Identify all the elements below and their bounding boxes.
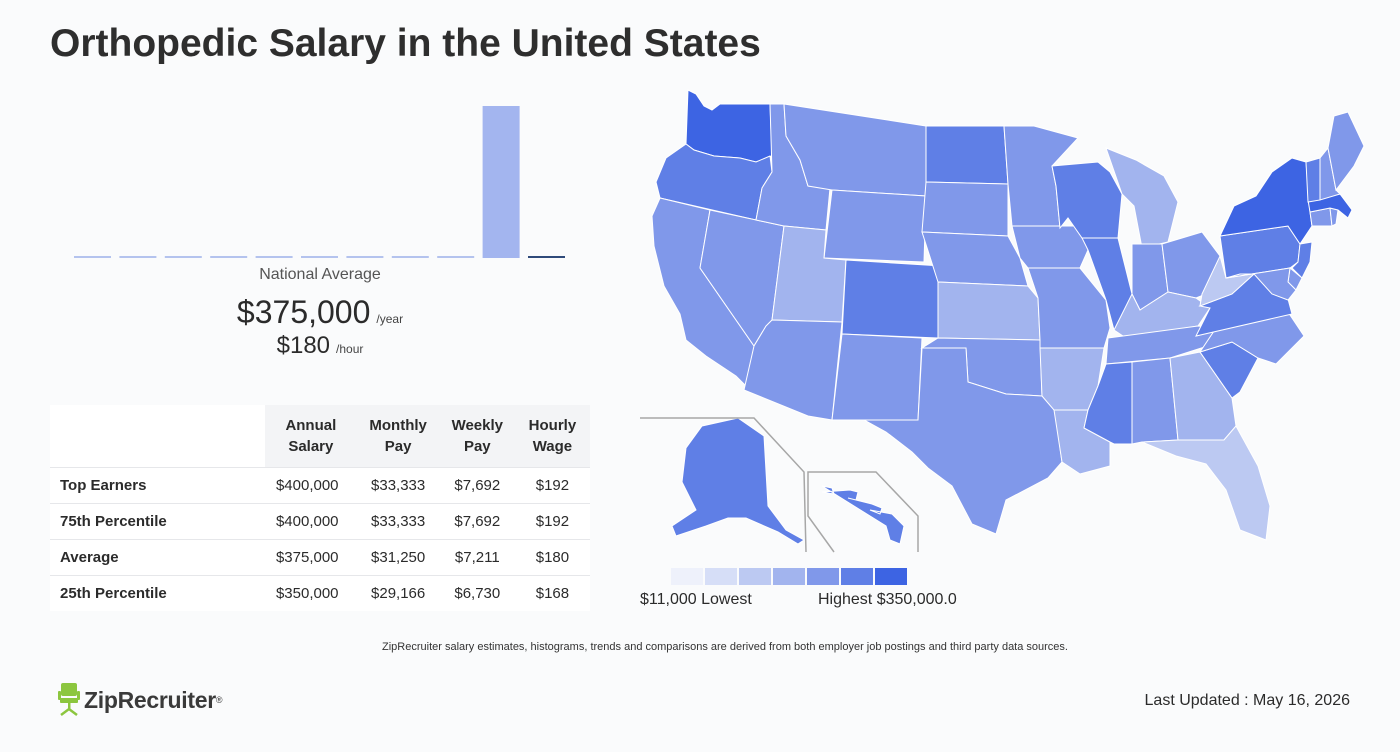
row-label: 25th Percentile	[50, 575, 266, 611]
ziprecruiter-logo[interactable]: ZipRecruiter ®	[58, 683, 223, 717]
cell-monthly: $29,166	[356, 575, 440, 611]
cell-annual: $375,000	[265, 539, 357, 576]
cell-monthly: $33,333	[356, 467, 440, 504]
histogram-bar	[528, 256, 565, 258]
histogram-bar	[119, 256, 157, 258]
cell-annual: $400,000	[265, 503, 357, 540]
cell-hourly: $168	[514, 575, 590, 611]
legend-swatch	[875, 568, 907, 585]
hourly-wage-display: $180/hour	[50, 332, 590, 360]
table-header-row: Annual Salary Monthly Pay Weekly Pay Hou…	[50, 405, 590, 468]
cell-monthly: $31,250	[356, 539, 440, 576]
cell-hourly: $192	[514, 503, 590, 540]
table-row: 25th Percentile $350,000 $29,166 $6,730 …	[50, 575, 590, 611]
us-salary-map	[640, 89, 1365, 553]
state-me[interactable]	[1327, 111, 1365, 192]
legend-swatch	[807, 568, 839, 585]
legend-swatch	[671, 568, 703, 585]
hawaii-inset-border	[807, 471, 919, 553]
state-ak[interactable]	[671, 417, 805, 545]
chair-icon	[58, 683, 80, 716]
logo-text: ZipRecruiter	[84, 686, 216, 713]
row-label: Top Earners	[50, 467, 266, 504]
row-label: 75th Percentile	[50, 503, 266, 540]
histogram-bar	[164, 256, 202, 258]
state-nm[interactable]	[831, 333, 923, 421]
state-vt[interactable]	[1305, 157, 1321, 203]
hourly-wage-value: $180	[276, 332, 331, 359]
state-co[interactable]	[841, 259, 943, 339]
state-ne[interactable]	[921, 231, 1029, 287]
histogram-bar	[482, 106, 520, 258]
legend-swatch	[739, 568, 771, 585]
last-updated: Last Updated : May 16, 2026	[1144, 692, 1350, 709]
state-ri[interactable]	[1329, 207, 1339, 227]
logo-registered-mark: ®	[215, 695, 223, 705]
state-az[interactable]	[743, 319, 843, 421]
table-row: Average $375,000 $31,250 $7,211 $180	[50, 539, 590, 576]
state-ia[interactable]	[1011, 225, 1089, 269]
data-source-footnote: ZipRecruiter salary estimates, histogram…	[382, 641, 1068, 653]
cell-weekly: $7,692	[439, 503, 515, 540]
cell-hourly: $180	[514, 539, 590, 576]
table-header-monthly: Monthly Pay	[356, 405, 440, 468]
table-header-blank	[50, 405, 266, 468]
cell-weekly: $6,730	[439, 575, 515, 611]
table-row: 75th Percentile $400,000 $33,333 $7,692 …	[50, 503, 590, 540]
legend-swatch	[773, 568, 805, 585]
histogram-bar	[255, 256, 293, 258]
state-nc[interactable]	[1195, 311, 1305, 365]
legend-low-label: $11,000 Lowest	[640, 591, 752, 608]
table-header-weekly: Weekly Pay	[439, 405, 515, 468]
table-header-annual: Annual Salary	[265, 405, 357, 468]
histogram-bar	[74, 256, 111, 258]
legend-swatch	[705, 568, 737, 585]
annual-salary-display: $375,000/year	[50, 294, 590, 331]
state-hi[interactable]	[821, 485, 905, 545]
cell-weekly: $7,211	[439, 539, 515, 576]
state-mo[interactable]	[1027, 267, 1111, 349]
state-nd[interactable]	[925, 125, 1009, 185]
state-ks[interactable]	[937, 281, 1041, 341]
histogram-bar	[437, 256, 475, 258]
annual-unit: /year	[376, 312, 404, 326]
national-average-label: National Average	[259, 266, 381, 283]
map-legend-scale	[671, 568, 909, 585]
page-title: Orthopedic Salary in the United States	[50, 22, 761, 65]
histogram-bar	[210, 256, 248, 258]
hourly-unit: /hour	[336, 342, 364, 356]
histogram-bar	[391, 256, 429, 258]
state-md[interactable]	[1225, 267, 1297, 301]
salary-percentile-table: Annual Salary Monthly Pay Weekly Pay Hou…	[50, 405, 590, 611]
cell-monthly: $33,333	[356, 503, 440, 540]
legend-swatch	[841, 568, 873, 585]
table-header-hourly: Hourly Wage	[514, 405, 590, 468]
histogram-bar	[301, 256, 338, 258]
annual-salary-value: $375,000	[236, 294, 371, 330]
cell-annual: $350,000	[265, 575, 357, 611]
legend-high-label: Highest $350,000.0	[818, 591, 957, 608]
histogram-bar	[346, 256, 384, 258]
state-wy[interactable]	[823, 189, 927, 263]
state-sd[interactable]	[921, 181, 1009, 237]
state-fl[interactable]	[1141, 425, 1271, 541]
salary-histogram	[74, 106, 565, 258]
cell-weekly: $7,692	[439, 467, 515, 504]
cell-hourly: $192	[514, 467, 590, 504]
table-row: Top Earners $400,000 $33,333 $7,692 $192	[50, 467, 590, 504]
row-label: Average	[50, 539, 266, 576]
cell-annual: $400,000	[265, 467, 357, 504]
state-tx[interactable]	[863, 347, 1063, 535]
alaska-inset-border	[640, 417, 807, 553]
